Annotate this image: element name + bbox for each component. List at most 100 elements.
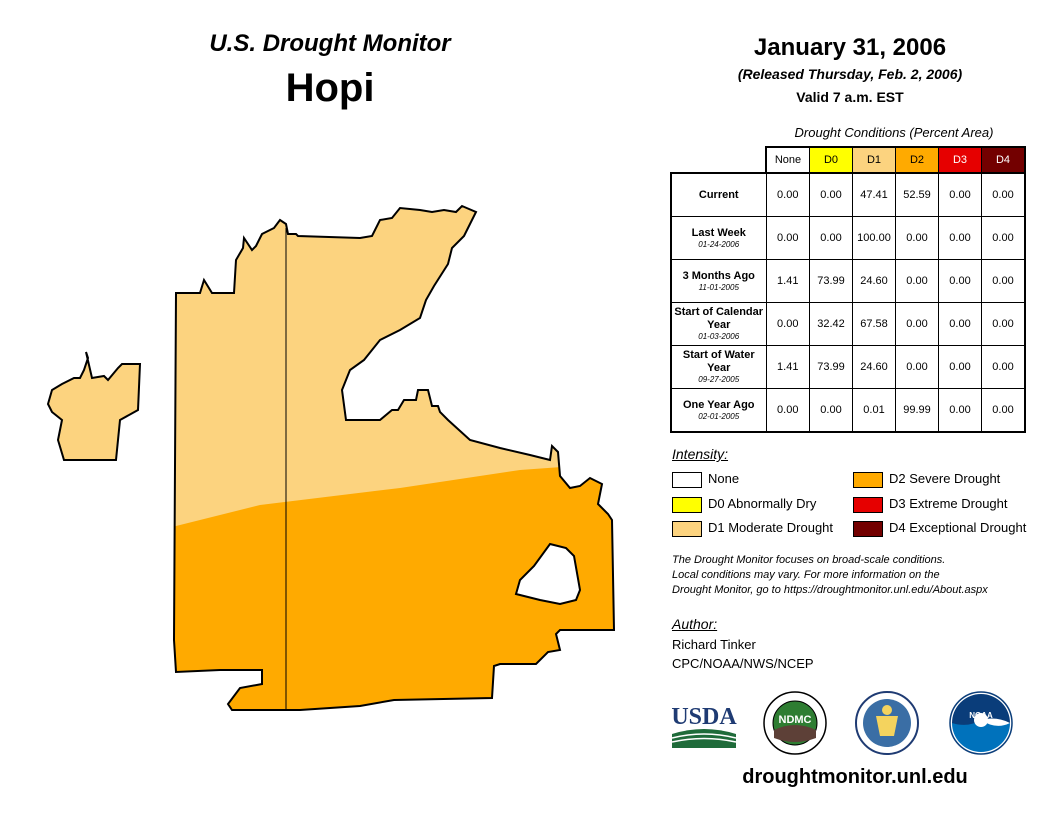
cell-value: 0.00 xyxy=(895,216,939,260)
region-name: Hopi xyxy=(285,66,375,110)
table-row: Last Week 01-24-2006 0.00 0.00 100.00 0.0… xyxy=(670,216,1026,260)
author-org: CPC/NOAA/NWS/NCEP xyxy=(672,656,814,671)
legend-swatch xyxy=(853,520,883,537)
legend-item-none: None xyxy=(672,470,739,488)
d2-severe-drought-area xyxy=(174,462,614,710)
legend-item-d2: D2 Severe Drought xyxy=(853,470,1000,488)
row-label: Start of Calendar Year 01-03-2006 xyxy=(670,302,767,346)
col-d1: D1 xyxy=(852,146,896,174)
cell-value: 0.00 xyxy=(938,259,982,303)
table-header-blank xyxy=(671,147,766,174)
usda-logo: USDA xyxy=(671,704,737,748)
row-label-text: Current xyxy=(698,188,739,201)
cell-value: 100.00 xyxy=(852,216,896,260)
row-date: 09-27-2005 xyxy=(698,375,740,384)
row-label: 3 Months Ago 11-01-2005 xyxy=(670,259,767,303)
reservation-boundary xyxy=(172,204,616,711)
col-d0: D0 xyxy=(809,146,853,174)
table-row: Current 0.00 0.00 47.41 52.59 0.00 0.00 xyxy=(670,172,1026,217)
author-name: Richard Tinker xyxy=(672,637,756,652)
row-label: Last Week 01-24-2006 xyxy=(670,216,767,260)
cell-value: 1.41 xyxy=(765,259,810,303)
row-label: One Year Ago 02-01-2005 xyxy=(670,388,767,433)
ndmc-logo: NDMC xyxy=(763,691,827,755)
legend-swatch xyxy=(672,496,702,513)
legend-label: D2 Severe Drought xyxy=(889,471,1001,486)
cell-value: 0.00 xyxy=(809,216,853,260)
valid-time: Valid 7 a.m. EST xyxy=(796,89,904,105)
legend-label: D0 Abnormally Dry xyxy=(708,496,817,511)
table-row: 3 Months Ago 11-01-2005 1.41 73.99 24.60 … xyxy=(670,259,1026,303)
author-title: Author: xyxy=(672,616,718,632)
col-d3: D3 xyxy=(938,146,982,174)
table-caption: Drought Conditions (Percent Area) xyxy=(794,125,994,140)
cell-value: 0.00 xyxy=(765,302,810,346)
row-date: 01-03-2006 xyxy=(698,332,740,341)
cell-value: 0.00 xyxy=(981,345,1026,389)
cell-value: 0.00 xyxy=(938,302,982,346)
legend-label: D1 Moderate Drought xyxy=(708,520,834,535)
disclaimer: The Drought Monitor focuses on broad-sca… xyxy=(672,553,1042,598)
legend-item-d0: D0 Abnormally Dry xyxy=(672,495,816,513)
cell-value: 99.99 xyxy=(895,388,939,433)
cell-value: 52.59 xyxy=(895,172,939,217)
legend-swatch xyxy=(672,471,702,488)
col-none: None xyxy=(765,146,810,174)
legend-label: D4 Exceptional Drought xyxy=(889,520,1027,535)
cell-value: 0.00 xyxy=(895,345,939,389)
cell-value: 0.00 xyxy=(765,216,810,260)
row-label-text: Last Week xyxy=(691,226,746,239)
cell-value: 0.00 xyxy=(981,216,1026,260)
row-date: 01-24-2006 xyxy=(698,239,740,249)
cell-value: 0.00 xyxy=(981,388,1026,433)
ndmc-logo-text: NDMC xyxy=(779,714,812,726)
cell-value: 1.41 xyxy=(765,345,810,389)
table-header-row: None D0 D1 D2 D3 D4 xyxy=(671,146,1026,174)
legend-label: D3 Extreme Drought xyxy=(889,496,1008,511)
row-date: 11-01-2005 xyxy=(698,282,739,292)
drought-conditions-table: None D0 D1 D2 D3 D4 Current 0.00 0.00 47… xyxy=(670,146,1026,433)
row-date: 02-01-2005 xyxy=(698,411,740,421)
disclaimer-line: Drought Monitor, go to https://droughtmo… xyxy=(672,584,988,596)
legend-item-d4: D4 Exceptional Drought xyxy=(853,519,1026,537)
cell-value: 73.99 xyxy=(809,259,853,303)
disclaimer-line: Local conditions may vary. For more info… xyxy=(672,569,940,581)
cell-value: 0.00 xyxy=(895,302,939,346)
table-row: Start of Calendar Year 01-03-2006 0.00 32… xyxy=(670,302,1026,346)
row-label-text: One Year Ago xyxy=(682,398,755,411)
disclaimer-line: The Drought Monitor focuses on broad-sca… xyxy=(672,554,946,566)
table-row: One Year Ago 02-01-2005 0.00 0.00 0.01 99… xyxy=(670,388,1026,433)
cell-value: 0.00 xyxy=(765,388,810,433)
cell-value: 0.00 xyxy=(938,345,982,389)
row-label-text: 3 Months Ago xyxy=(682,269,755,282)
col-d2: D2 xyxy=(895,146,939,174)
legend-item-d3: D3 Extreme Drought xyxy=(853,495,1008,513)
row-label: Current xyxy=(670,172,767,217)
row-label-text: Start of Calendar Year xyxy=(674,306,764,331)
col-d4: D4 xyxy=(981,146,1026,174)
cell-value: 0.00 xyxy=(938,388,982,433)
cell-value: 0.00 xyxy=(809,388,853,433)
cell-value: 0.00 xyxy=(809,172,853,217)
legend-swatch xyxy=(853,496,883,513)
cell-value: 0.00 xyxy=(765,172,810,217)
legend-swatch xyxy=(853,471,883,488)
cell-value: 47.41 xyxy=(852,172,896,217)
released-date: (Released Thursday, Feb. 2, 2006) xyxy=(737,66,963,82)
cell-value: 67.58 xyxy=(852,302,896,346)
cell-value: 0.00 xyxy=(981,172,1026,217)
cell-value: 0.00 xyxy=(981,259,1026,303)
legend-item-d1: D1 Moderate Drought xyxy=(672,519,833,537)
cell-value: 24.60 xyxy=(852,345,896,389)
legend-swatch xyxy=(672,520,702,537)
cell-value: 0.00 xyxy=(895,259,939,303)
commerce-logo xyxy=(855,691,919,755)
drought-map xyxy=(46,204,616,711)
usda-logo-text: USDA xyxy=(671,704,737,730)
legend-title: Intensity: xyxy=(672,446,729,462)
cell-value: 0.00 xyxy=(938,172,982,217)
excluded-area-east xyxy=(514,542,582,606)
row-label: Start of Water Year 09-27-2005 xyxy=(670,345,767,389)
cell-value: 73.99 xyxy=(809,345,853,389)
cell-value: 24.60 xyxy=(852,259,896,303)
